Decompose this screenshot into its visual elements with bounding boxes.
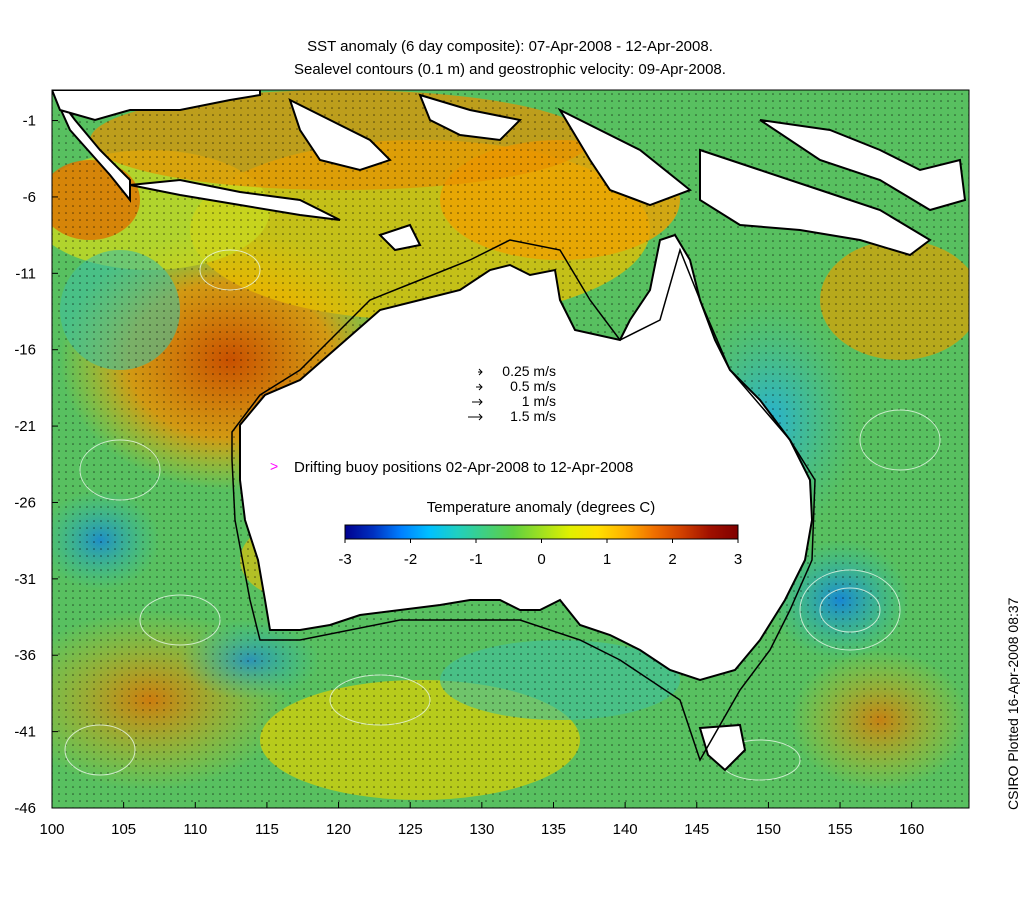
velocity-arrow-icon: [476, 383, 483, 391]
buoy-legend-label: Drifting buoy positions 02-Apr-2008 to 1…: [294, 459, 633, 476]
colorbar-tick-label: 2: [668, 551, 676, 568]
colorbar-tick-label: 3: [734, 551, 742, 568]
north-landmasses: [52, 90, 967, 257]
x-tick-label: 150: [756, 821, 781, 838]
x-tick-label: 120: [326, 821, 351, 838]
map-title-line1: SST anomaly (6 day composite): 07-Apr-20…: [307, 38, 713, 55]
y-tick-label: -1: [23, 113, 36, 130]
colorbar-gradient: [344, 524, 739, 540]
colorbar-tick-label: -2: [404, 551, 417, 568]
y-tick-label: -36: [14, 647, 36, 664]
colorbar-tick-label: -3: [338, 551, 351, 568]
x-tick-label: 125: [398, 821, 423, 838]
velocity-arrow-icon: [468, 413, 483, 421]
velocity-legend-label: 1 m/s: [522, 393, 556, 409]
x-tick-label: 135: [541, 821, 566, 838]
x-tick-label: 130: [469, 821, 494, 838]
velocity-legend: 0.25 m/s0.5 m/s1 m/s1.5 m/s: [468, 363, 556, 424]
x-tick-label: 110: [183, 821, 207, 838]
australia-landmass: [239, 233, 814, 682]
colorbar-tick-label: 0: [537, 551, 545, 568]
y-axis: -1 -6 -11 -16 -21 -26 -31 -36 -41 -46: [14, 113, 58, 817]
x-tick-label: 100: [39, 821, 64, 838]
y-tick-label: -46: [14, 800, 36, 817]
buoy-marker-icon: >: [270, 458, 278, 474]
x-tick-label: 140: [613, 821, 638, 838]
credit-text: CSIRO Plotted 16-Apr-2008 08:37: [1005, 597, 1020, 810]
colorbar-tick-label: 1: [603, 551, 611, 568]
velocity-arrow-icon: [478, 368, 483, 376]
y-tick-label: -6: [23, 189, 36, 206]
y-tick-label: -11: [15, 265, 36, 282]
colorbar: Temperature anomaly (degrees C) -3 -2 -1 0 1…: [338, 499, 742, 568]
colorbar-tick-label: -1: [469, 551, 482, 568]
velocity-legend-label: 0.5 m/s: [510, 378, 556, 394]
map-title-line2: Sealevel contours (0.1 m) and geostrophi…: [294, 61, 726, 78]
sst-anomaly-field: [52, 90, 969, 808]
x-axis: 100 105 110 115 120 125 130 135 140 145 150 155 160: [39, 802, 924, 838]
x-tick-label: 145: [684, 821, 709, 838]
continental-shelf-line: [231, 239, 816, 762]
velocity-legend-label: 0.25 m/s: [502, 363, 556, 379]
plot-frame: [51, 89, 970, 809]
x-tick-label: 105: [111, 821, 136, 838]
y-tick-label: -41: [14, 724, 36, 741]
y-tick-label: -16: [14, 342, 36, 359]
sealevel-contours: [64, 249, 941, 781]
y-tick-label: -26: [14, 494, 36, 511]
x-tick-label: 160: [899, 821, 924, 838]
buoy-legend: > Drifting buoy positions 02-Apr-2008 to…: [270, 458, 633, 476]
colorbar-title: Temperature anomaly (degrees C): [427, 499, 655, 516]
x-tick-label: 155: [828, 821, 853, 838]
y-tick-label: -31: [14, 571, 36, 588]
velocity-arrow-icon: [472, 398, 483, 406]
tasmania: [698, 723, 747, 772]
velocity-legend-label: 1.5 m/s: [510, 408, 556, 424]
x-tick-label: 115: [255, 821, 279, 838]
y-tick-label: -21: [14, 418, 36, 435]
